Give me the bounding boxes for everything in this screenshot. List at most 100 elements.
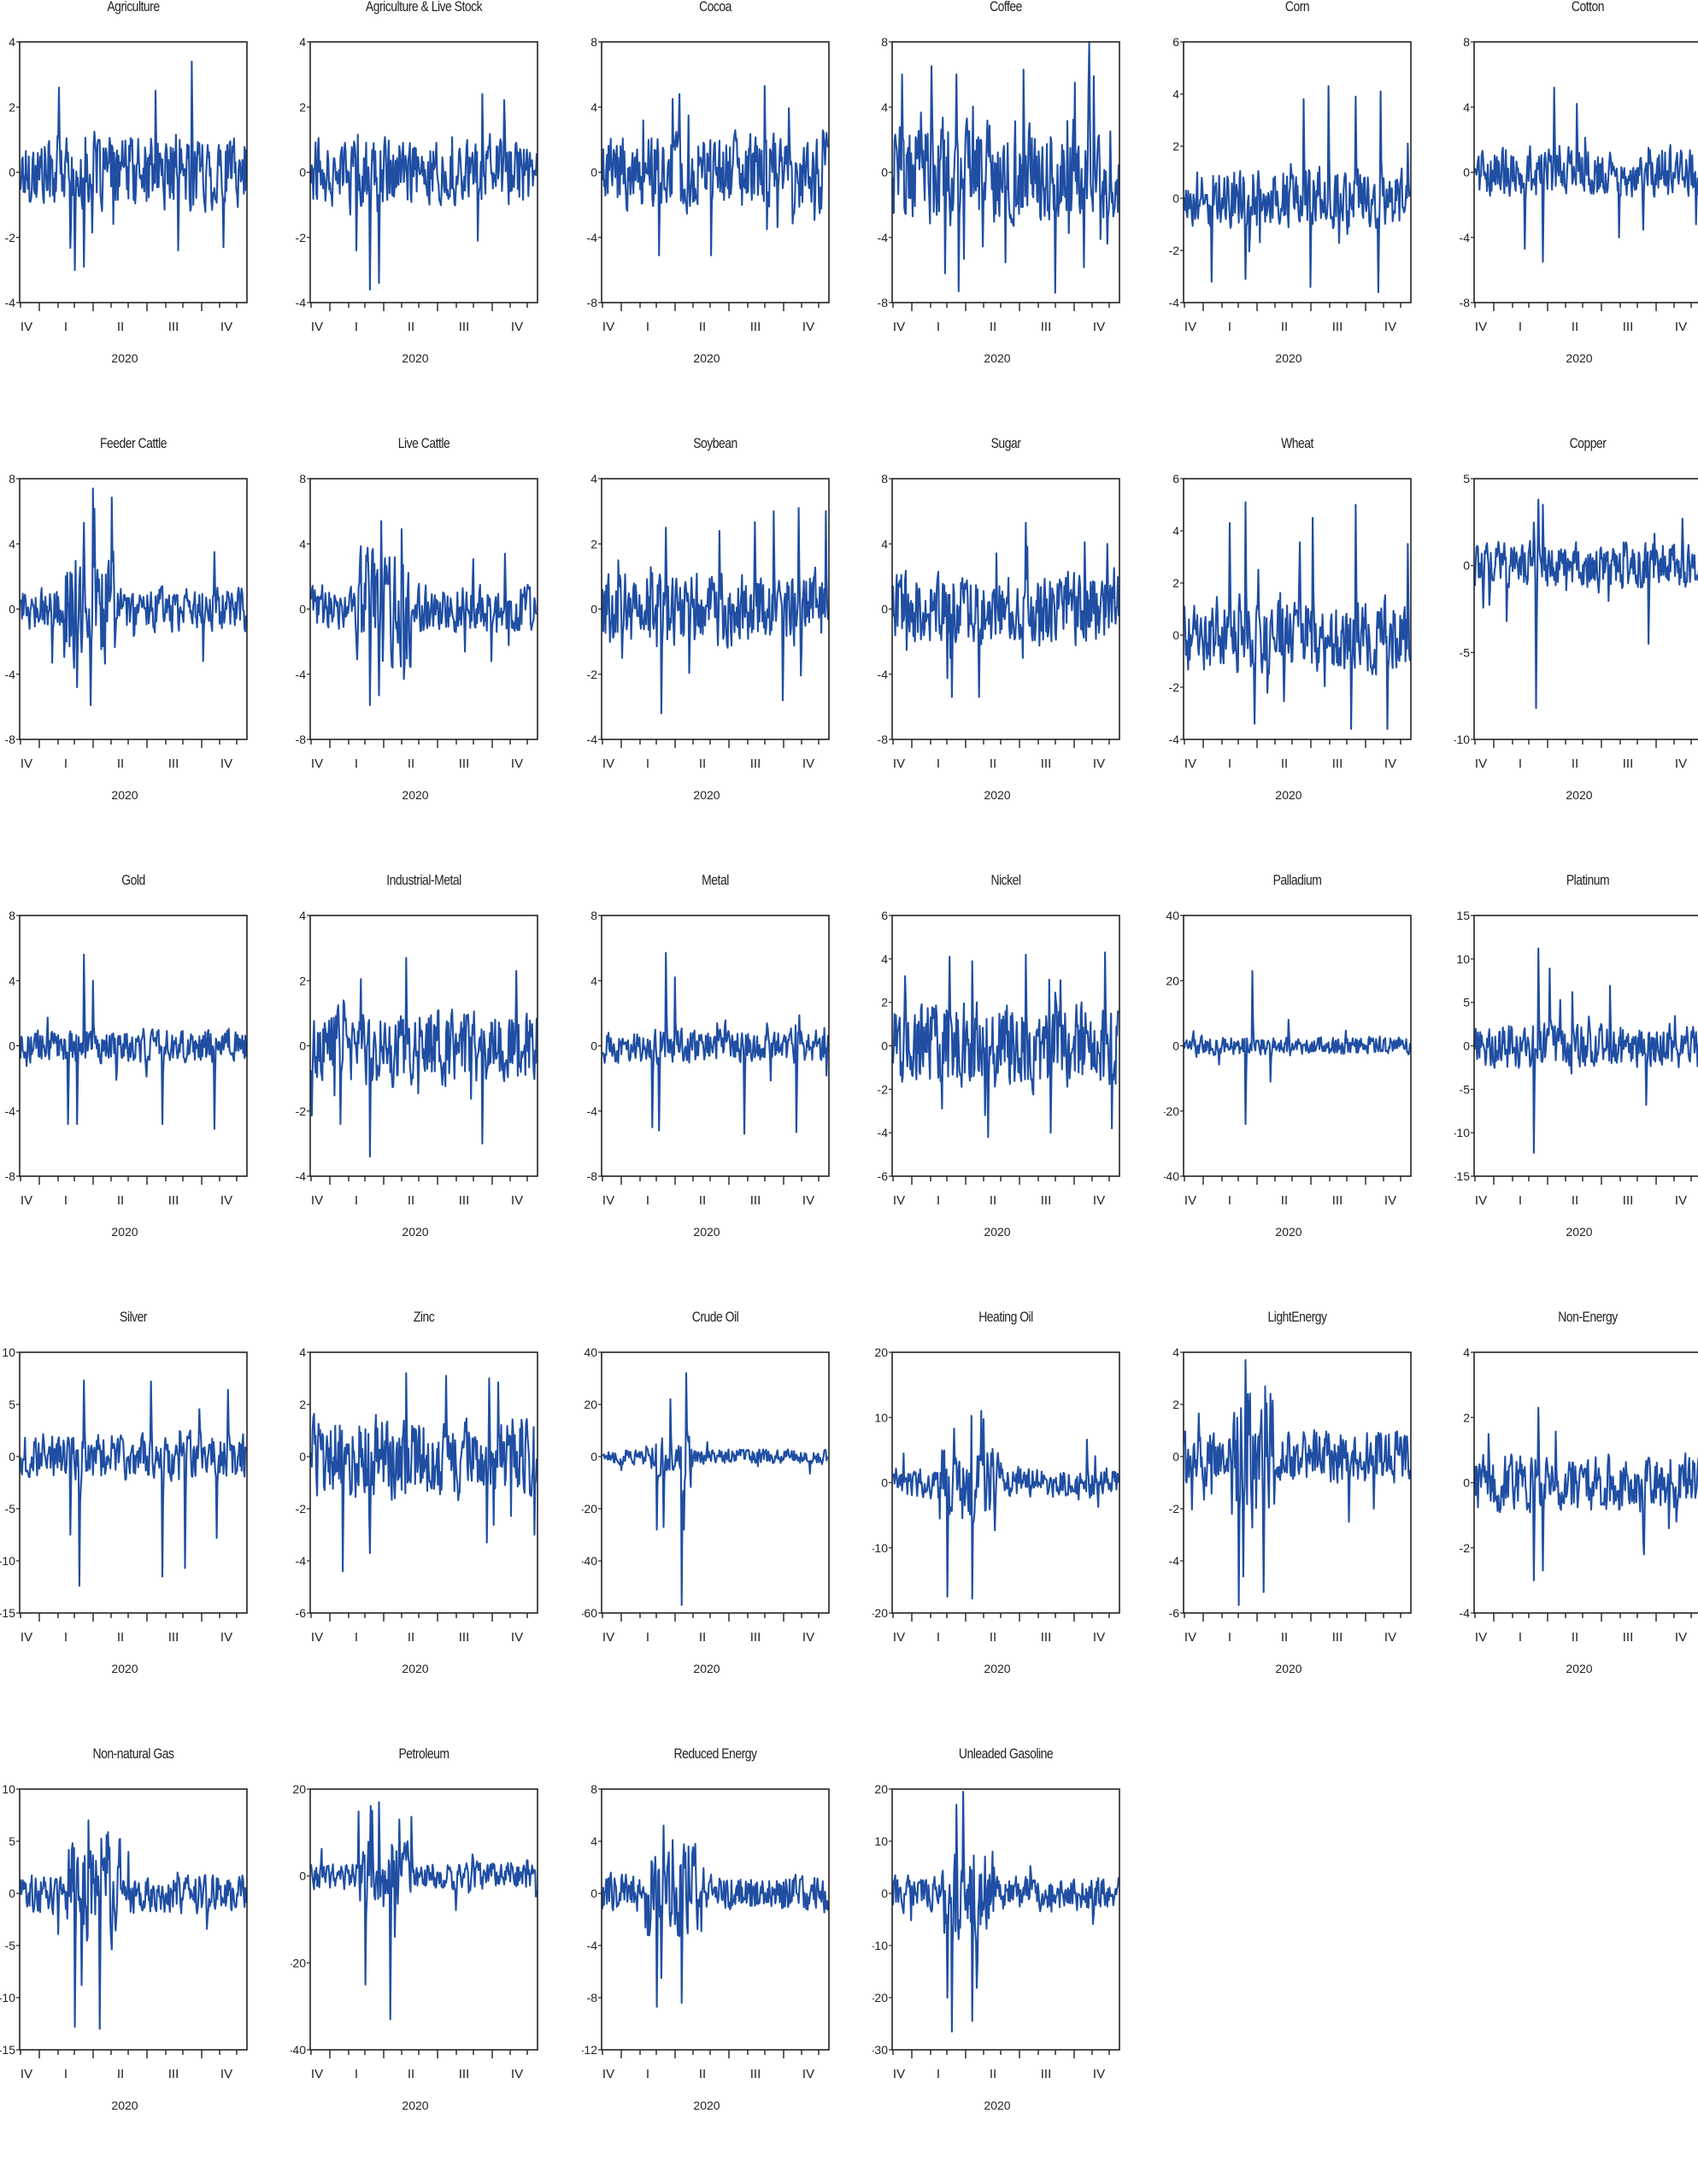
x-quarter-label: IV <box>311 756 323 771</box>
chart-panel-non-natural-gas: Non-natural Gas1050-5-10-15IVIIIIIIIV202… <box>0 1745 291 2184</box>
y-tick-label: 4 <box>590 1834 597 1848</box>
series-line <box>309 1801 538 2021</box>
x-quarter-label: I <box>64 320 68 334</box>
y-tick-label: 0 <box>1463 559 1470 573</box>
series-line <box>309 520 538 707</box>
x-quarter-label: III <box>168 1193 179 1208</box>
y-tick-label: 0 <box>881 1039 888 1053</box>
chart-title: Non-natural Gas <box>92 1745 174 1762</box>
x-year-label: 2020 <box>1566 351 1592 365</box>
x-quarter-label: IV <box>1093 1630 1105 1645</box>
x-quarter-label: IV <box>1184 756 1196 771</box>
x-quarter-label: IV <box>311 1630 323 1645</box>
y-tick-label: 10 <box>1456 952 1470 966</box>
y-tick-label: 0 <box>9 1887 15 1900</box>
series-line <box>891 40 1120 294</box>
y-tick-label: -20 <box>873 1991 888 2004</box>
chart-title: Palladium <box>1272 872 1322 888</box>
y-tick-label: -4 <box>587 733 598 746</box>
y-tick-label: 4 <box>299 35 306 49</box>
y-tick-label: -4 <box>1460 1606 1471 1620</box>
chart-panel-agriculture: Agriculture 4 2 0 -2 -4 IV I II III IV 2020 <box>0 0 291 437</box>
y-tick-label: 40 <box>1166 909 1179 922</box>
x-quarter-label: II <box>699 1630 706 1645</box>
x-quarter-label: IV <box>1384 1630 1396 1645</box>
x-quarter-label: I <box>646 756 649 771</box>
chart-panel-cotton: Cotton 8 4 0 -4 -8 IV I II III IV 2020 <box>1454 0 1698 437</box>
y-tick-label: -4 <box>296 1554 307 1568</box>
x-quarter-label: IV <box>1093 320 1105 334</box>
y-tick-label: -8 <box>296 733 307 746</box>
x-year-label: 2020 <box>111 1662 138 1675</box>
chart-panel-coffee: Coffee 8 4 0 -4 -8 IV I II III IV 2020 <box>873 0 1163 437</box>
plot-frame <box>601 1788 830 2051</box>
x-quarter-label: I <box>937 1630 940 1645</box>
x-quarter-label: I <box>1228 1193 1231 1208</box>
x-year-label: 2020 <box>402 351 428 365</box>
x-quarter-label: IV <box>1675 1193 1687 1208</box>
x-quarter-label: II <box>990 756 996 771</box>
x-quarter-label: II <box>117 756 124 771</box>
x-quarter-label: IV <box>802 756 814 771</box>
y-tick-label: 4 <box>881 100 888 114</box>
x-quarter-label: IV <box>1475 1630 1487 1645</box>
x-year-label: 2020 <box>1275 351 1301 365</box>
chart-title: Metal <box>702 872 729 888</box>
x-quarter-label: IV <box>21 1193 32 1208</box>
y-tick-label: -20 <box>291 1956 306 1969</box>
x-year-label: 2020 <box>402 1662 428 1675</box>
y-tick-label: -2 <box>5 231 16 244</box>
chart-title: Sugar <box>990 435 1021 451</box>
y-tick-label: 0 <box>9 1450 15 1463</box>
plot-frame <box>309 1351 538 1614</box>
x-year-label: 2020 <box>984 1225 1010 1239</box>
y-tick-label: 2 <box>299 974 306 987</box>
y-tick-label: 4 <box>1172 524 1179 538</box>
y-tick-label: 2 <box>1172 1398 1179 1411</box>
x-quarter-label: IV <box>1384 756 1396 771</box>
chart-title: Agriculture <box>107 0 160 15</box>
y-tick-label: 20 <box>874 1345 888 1359</box>
y-tick-label: 5 <box>1463 472 1470 486</box>
chart-title: Non-Energy <box>1558 1309 1618 1325</box>
y-tick-label: -4 <box>5 1104 16 1118</box>
y-tick-label: 10 <box>874 1410 888 1424</box>
series-line <box>891 951 1119 1139</box>
y-tick-label: -4 <box>587 1104 598 1118</box>
y-tick-label: -8 <box>587 296 598 309</box>
chart-panel-soybean: Soybean 4 2 0 -2 -4 IV I II III IV 2020 <box>582 435 873 874</box>
y-tick-label: -10 <box>0 1991 15 2004</box>
x-quarter-label: IV <box>311 1193 323 1208</box>
x-quarter-label: III <box>459 1630 470 1645</box>
x-quarter-label: III <box>459 2067 470 2081</box>
x-quarter-label: I <box>1519 320 1522 334</box>
y-tick-label: -20 <box>582 1502 597 1516</box>
chart-title: Gold <box>121 872 145 888</box>
x-quarter-label: III <box>750 2067 761 2081</box>
y-tick-label: 0 <box>299 1039 306 1053</box>
x-quarter-label: II <box>117 2067 124 2081</box>
x-quarter-label: I <box>937 320 940 334</box>
y-tick-label: 0 <box>9 1039 15 1053</box>
y-tick-label: 5 <box>1463 996 1470 1010</box>
y-tick-label: 2 <box>299 1398 306 1411</box>
y-tick-label: -4 <box>5 668 16 681</box>
x-quarter-label: IV <box>511 756 523 771</box>
y-tick-label: 0 <box>881 1887 888 1900</box>
x-quarter-label: I <box>64 756 68 771</box>
x-year-label: 2020 <box>111 351 138 365</box>
y-tick-label: 0 <box>1463 166 1470 180</box>
x-year-label: 2020 <box>984 2099 1010 2112</box>
x-quarter-label: IV <box>1475 756 1487 771</box>
y-tick-label: 0 <box>881 166 888 180</box>
chart-panel-unleaded-gasoline: Unleaded Gasoline20100-10-20-30IVIIIIIII… <box>873 1745 1163 2184</box>
chart-panel-live-cattle: Live Cattle 8 4 0 -4 -8 IV I II III IV 2020 <box>291 435 581 874</box>
